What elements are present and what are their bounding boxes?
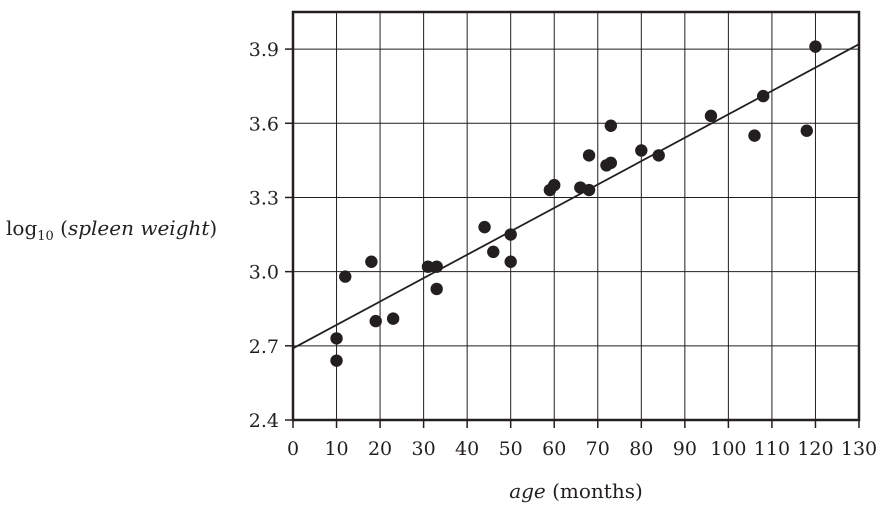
data-point (430, 282, 443, 296)
y-axis-title-sub: 10 (37, 229, 54, 244)
data-point (604, 156, 618, 170)
data-points (330, 40, 822, 367)
data-point (504, 228, 517, 241)
x-tick-label: 40 (455, 438, 479, 460)
x-tick-label: 20 (368, 438, 392, 460)
data-point (369, 314, 382, 328)
data-point (430, 260, 443, 273)
data-point (330, 354, 343, 367)
y-axis-ticks: 2.4 2.7 3.0 3.3 3.6 3.9 (249, 39, 293, 432)
grid-lines (293, 12, 859, 420)
y-tick-label: 3.3 (249, 187, 279, 209)
data-point (757, 89, 770, 103)
x-tick-label: 130 (841, 438, 877, 460)
x-tick-label: 30 (412, 438, 436, 460)
y-tick-label: 3.0 (249, 262, 279, 284)
x-tick-label: 100 (710, 438, 746, 460)
x-tick-label: 10 (324, 438, 348, 460)
data-point (504, 255, 517, 268)
x-axis-ticks: 0 10 20 30 40 50 60 70 80 90 100 110 120 130 (287, 420, 877, 460)
data-point (487, 245, 500, 259)
data-point (809, 40, 822, 53)
y-tick-label: 2.7 (249, 336, 279, 358)
data-point (386, 312, 400, 325)
data-point (635, 144, 648, 157)
y-tick-label: 3.9 (249, 39, 279, 61)
data-point (421, 260, 435, 273)
x-tick-label: 0 (287, 438, 299, 460)
data-point (548, 178, 561, 192)
x-tick-label: 120 (797, 438, 833, 460)
data-point (604, 119, 618, 132)
data-point (365, 255, 378, 268)
data-point (704, 109, 718, 123)
x-tick-label: 90 (673, 438, 697, 460)
x-tick-label: 80 (629, 438, 653, 460)
y-axis-title: log10 (spleen weight) (6, 216, 217, 244)
x-tick-label: 60 (542, 438, 566, 460)
plot-frame (291, 10, 861, 422)
y-tick-label: 3.6 (249, 113, 279, 135)
regression-line (292, 43, 860, 350)
data-point (748, 129, 761, 142)
x-tick-label: 50 (499, 438, 523, 460)
data-point (330, 332, 343, 345)
data-point (582, 149, 596, 162)
data-point (652, 149, 665, 162)
x-axis-title: age (months) (509, 479, 643, 503)
y-axis-title-italic: spleen weight (67, 216, 210, 240)
y-axis-title-close: ) (209, 216, 218, 240)
data-point (800, 124, 813, 137)
y-axis-title-log: log (6, 216, 38, 240)
data-point (478, 220, 491, 234)
x-axis-title-rest: (months) (552, 479, 643, 503)
x-tick-label: 70 (586, 438, 610, 460)
data-point (582, 183, 596, 197)
y-axis-title-open: ( (60, 216, 68, 240)
x-axis-title-italic: age (509, 479, 546, 503)
x-tick-label: 110 (754, 438, 790, 460)
y-tick-label: 2.4 (249, 410, 279, 432)
data-point (339, 270, 352, 283)
